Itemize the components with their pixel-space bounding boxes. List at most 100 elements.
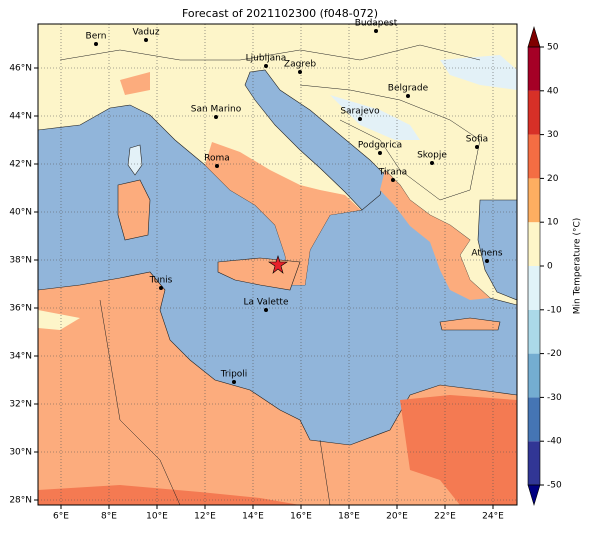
plot-frame <box>37 23 518 506</box>
city-label: Vaduz <box>132 28 159 38</box>
city-dot <box>358 117 362 121</box>
adriatic-sea <box>244 69 386 211</box>
colorbar-tick-label: 30 <box>547 130 559 140</box>
city-dot <box>374 29 378 33</box>
city-dot <box>232 380 236 384</box>
x-tick-label: 14°E <box>242 512 264 522</box>
city-label: Ljubljana <box>246 54 287 64</box>
city-label: San Marino <box>191 105 242 115</box>
colorbar-tick-label: -30 <box>547 393 562 403</box>
city-dot <box>264 64 268 68</box>
mild-patch <box>38 310 80 330</box>
x-tick-label: 12°E <box>194 512 216 522</box>
city-label: Roma <box>204 154 230 164</box>
crete <box>439 317 501 331</box>
warm-coast <box>120 72 150 95</box>
city-label: Sofia <box>466 135 488 145</box>
map-title: Forecast of 2021102300 (f048-072) <box>182 7 378 20</box>
city-label: Sarajevo <box>340 107 380 117</box>
colorbar: -50 -40 -30 -20 -10 0 10 20 30 40 50 <box>527 25 562 507</box>
colorbar-tick-label: -20 <box>547 349 562 359</box>
city-dot <box>378 151 382 155</box>
colorbar-bin <box>528 178 540 223</box>
border <box>59 44 481 61</box>
y-tick-label: 44°N <box>9 112 32 122</box>
x-tick-label: 18°E <box>338 512 360 522</box>
city-label: Skopje <box>417 151 447 161</box>
map-area <box>38 24 517 505</box>
border <box>299 84 481 201</box>
africa-land <box>38 271 517 505</box>
city-dot <box>94 42 98 46</box>
colorbar-tick-label: -10 <box>547 305 562 315</box>
x-tick-label: 20°E <box>386 512 408 522</box>
city-dot <box>298 70 302 74</box>
colorbar-bin <box>528 47 540 91</box>
colorbar-tick-label: 0 <box>547 262 553 272</box>
city-label: Bern <box>86 32 107 42</box>
city-label: Tripoli <box>220 370 248 380</box>
x-tick-label: 22°E <box>434 512 456 522</box>
y-tick-label: 30°N <box>9 448 32 458</box>
colorbar-bin <box>528 134 540 179</box>
border <box>319 439 331 505</box>
city-label: Tunis <box>149 276 173 286</box>
border <box>99 299 181 505</box>
y-tick-label: 40°N <box>9 208 32 218</box>
city-dot <box>144 38 148 42</box>
city-label: Zagreb <box>284 60 316 70</box>
city-dot <box>430 161 434 165</box>
city-dot <box>391 178 395 182</box>
colorbar-tick-label: -40 <box>547 437 562 447</box>
grid <box>34 24 517 509</box>
y-tick-label: 38°N <box>9 256 32 266</box>
colorbar-tick-label: -50 <box>547 481 562 491</box>
aegean-sea <box>477 199 517 301</box>
city-dot <box>214 115 218 119</box>
colorbar-bin <box>528 309 540 354</box>
colorbar-tick-label: 50 <box>547 43 559 53</box>
x-tick-label: 16°E <box>290 512 312 522</box>
colorbar-bin <box>528 397 540 442</box>
hot-patch <box>38 485 300 505</box>
city-label: Budapest <box>355 19 398 29</box>
hot-patch <box>400 395 517 505</box>
colorbar-bin <box>528 353 540 398</box>
warm-coast <box>205 142 361 285</box>
city-dot <box>264 308 268 312</box>
colorbar-bin <box>528 266 540 310</box>
city-label: Tirana <box>378 168 407 178</box>
colorbar-bin <box>528 90 540 135</box>
y-tick-label: 42°N <box>9 160 32 170</box>
city-label: Belgrade <box>388 84 429 94</box>
colorbar-tick-label: 40 <box>547 86 559 96</box>
y-tick-label: 34°N <box>9 352 32 362</box>
colorbar-extend <box>527 484 541 507</box>
cool-patch <box>330 95 420 140</box>
city-label: Athens <box>471 249 502 259</box>
x-tick-label: 24°E <box>482 512 504 522</box>
city-dot <box>475 145 479 149</box>
colorbar-bin <box>528 441 540 485</box>
city-label: La Valette <box>244 298 289 308</box>
city-dot <box>159 286 163 290</box>
colorbar-tick-label: 10 <box>547 218 559 228</box>
y-tick-label: 36°N <box>9 304 32 314</box>
city-dot <box>485 259 489 263</box>
sardinia <box>117 179 151 241</box>
corsica <box>127 144 143 176</box>
city-label: Podgorica <box>358 141 402 151</box>
x-tick-label: 6°E <box>53 512 69 522</box>
colorbar-label: Min Temperature (°C) <box>573 218 583 315</box>
x-tick-label: 8°E <box>101 512 117 522</box>
y-tick-label: 46°N <box>9 64 32 74</box>
y-tick-label: 32°N <box>9 400 32 410</box>
cool-patch <box>440 55 517 90</box>
colorbar-bin <box>528 222 540 266</box>
warm-coast <box>380 170 490 300</box>
colorbar-extend <box>527 25 541 48</box>
y-tick-label: 28°N <box>9 496 32 506</box>
colorbar-tick-label: 20 <box>547 174 559 184</box>
city-dot <box>215 164 219 168</box>
